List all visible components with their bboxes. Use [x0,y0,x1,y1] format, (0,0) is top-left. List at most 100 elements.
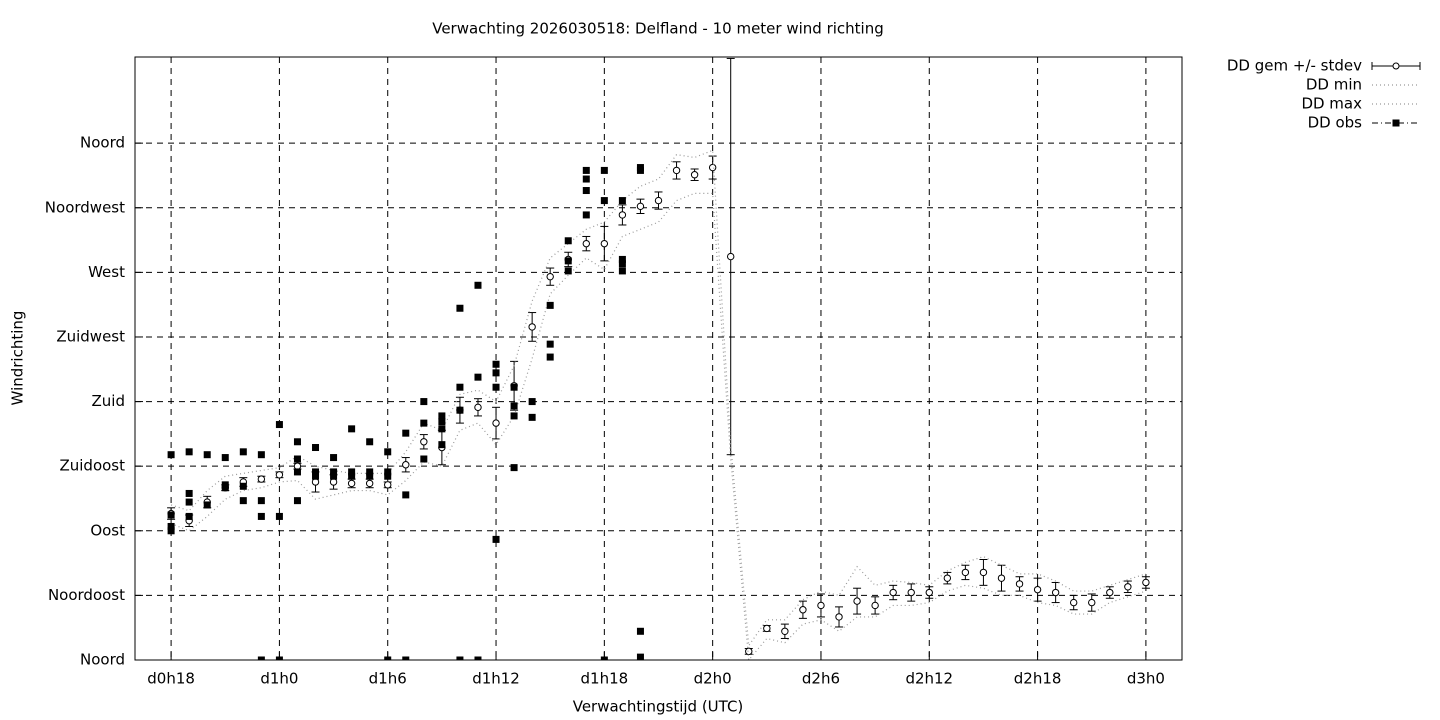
x-tick-label: d2h6 [802,670,840,688]
obs-point [257,656,265,660]
obs-point [366,468,374,476]
mean-point [420,438,428,446]
mean-point [402,461,410,469]
obs-point [420,419,428,427]
obs-point [185,489,193,497]
obs-point [438,418,446,426]
obs-point [510,383,518,391]
obs-point [239,448,247,456]
mean-point [708,163,717,172]
y-tick-label: Zuidoost [59,457,125,475]
mean-point [293,462,302,470]
x-tick-label: d2h18 [1014,670,1062,688]
obs-point [582,166,590,174]
mean-point [799,606,807,614]
mean-point [817,601,825,610]
obs-point [293,438,301,446]
range-line [170,149,1147,648]
obs-point [438,425,446,433]
obs-point [564,267,572,275]
obs-point [546,353,554,361]
obs-point [384,472,392,480]
obs-point [546,340,554,348]
obs-point [564,257,572,265]
mean-point [727,252,735,261]
obs-point [456,304,464,312]
mean-point [384,481,392,489]
obs-point [636,653,644,660]
obs-point [275,656,283,660]
y-tick-label: Noord [80,134,125,152]
obs-point [312,444,320,452]
mean-point [997,574,1006,582]
obs-point [582,175,590,183]
obs-point [185,448,193,456]
obs-point [438,441,446,449]
mean-point [365,479,374,488]
mean-point [347,479,356,488]
obs-point [203,501,211,509]
x-tick-label: d2h12 [905,670,953,688]
mean-point [492,419,500,427]
obs-point [492,360,500,368]
obs-point [221,484,229,492]
obs-point [257,451,265,459]
obs-point [167,511,175,519]
plot-border [134,56,1183,661]
mean-point [1069,598,1078,607]
legend-label: DD obs [1308,114,1363,132]
mean-point [311,478,320,486]
obs-point [167,527,175,535]
obs-point [402,429,410,437]
obs-point [275,421,283,429]
obs-point [420,398,428,406]
x-tick-label: d1h6 [369,670,407,688]
mean-point [546,272,554,281]
y-tick-label: Noord [80,651,125,669]
obs-point [167,451,175,459]
obs-point [402,656,410,660]
obs-point [312,472,320,480]
obs-point [239,482,247,490]
mean-point [925,588,933,597]
range-line [170,192,1147,660]
mean-point [835,613,843,621]
obs-point [312,468,320,476]
y-tick-label: Noordwest [45,198,125,216]
mean-point [889,588,897,597]
obs-point [348,468,356,476]
mean-point [636,202,645,211]
y-axis-label: Windrichting [9,311,27,406]
chart-title: Verwachting 2026030518: Delfland - 10 me… [432,20,884,38]
y-tick-label: Zuid [92,392,125,410]
obs-point [402,491,410,499]
obs-point [456,383,464,391]
obs-point [618,255,626,263]
legend-sample [1392,62,1400,70]
x-tick-label: d1h12 [472,670,520,688]
obs-point [564,237,572,245]
obs-point [257,497,265,505]
x-tick-label: d1h18 [581,670,629,688]
obs-point [528,413,536,421]
mean-point [1015,580,1024,588]
legend-label: DD min [1306,76,1362,94]
obs-point [293,468,301,476]
obs-point [221,454,229,462]
obs-point [546,301,554,309]
obs-point [203,451,211,459]
obs-point [167,522,175,530]
obs-point [257,512,265,520]
mean-point [745,647,753,656]
mean-point [618,211,627,219]
obs-point [366,438,374,446]
y-tick-label: Zuidwest [56,327,125,345]
obs-point [456,656,464,660]
mean-point [690,171,699,179]
x-tick-label: d1h0 [260,670,298,688]
mean-point [474,403,482,412]
x-tick-label: d3h0 [1127,670,1165,688]
mean-point [1088,598,1096,607]
